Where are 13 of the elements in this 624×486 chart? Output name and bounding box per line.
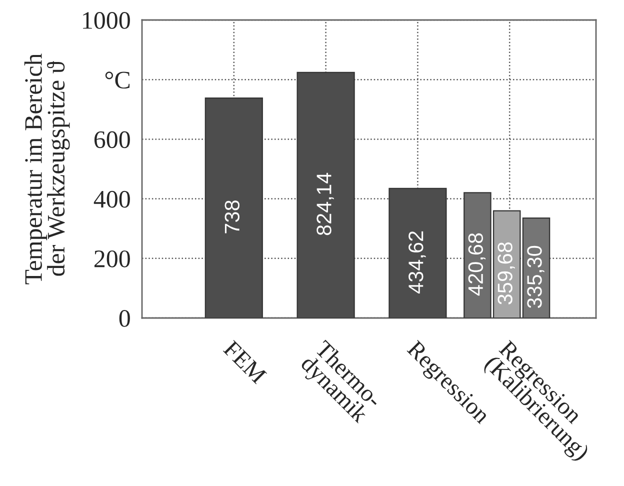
y-tick-label: 200 — [94, 250, 130, 268]
data-label: 824,14 — [316, 172, 334, 236]
data-label: 335,30 — [527, 246, 544, 308]
data-label: 359,68 — [498, 242, 515, 304]
y-tick-label: °C — [105, 72, 130, 89]
y-tick-label: 1000 — [83, 12, 130, 29]
data-label: 434,62 — [408, 231, 426, 294]
y-tick-label: 400 — [94, 190, 130, 208]
y-tick-label: 600 — [94, 131, 130, 148]
data-label: 738 — [224, 200, 240, 234]
y-tick-label: 0 — [119, 310, 130, 327]
data-label: 420,68 — [468, 233, 486, 296]
y-axis-title: Temperatur im Bereich der Werkzeugspitze ϑ — [24, 54, 70, 284]
